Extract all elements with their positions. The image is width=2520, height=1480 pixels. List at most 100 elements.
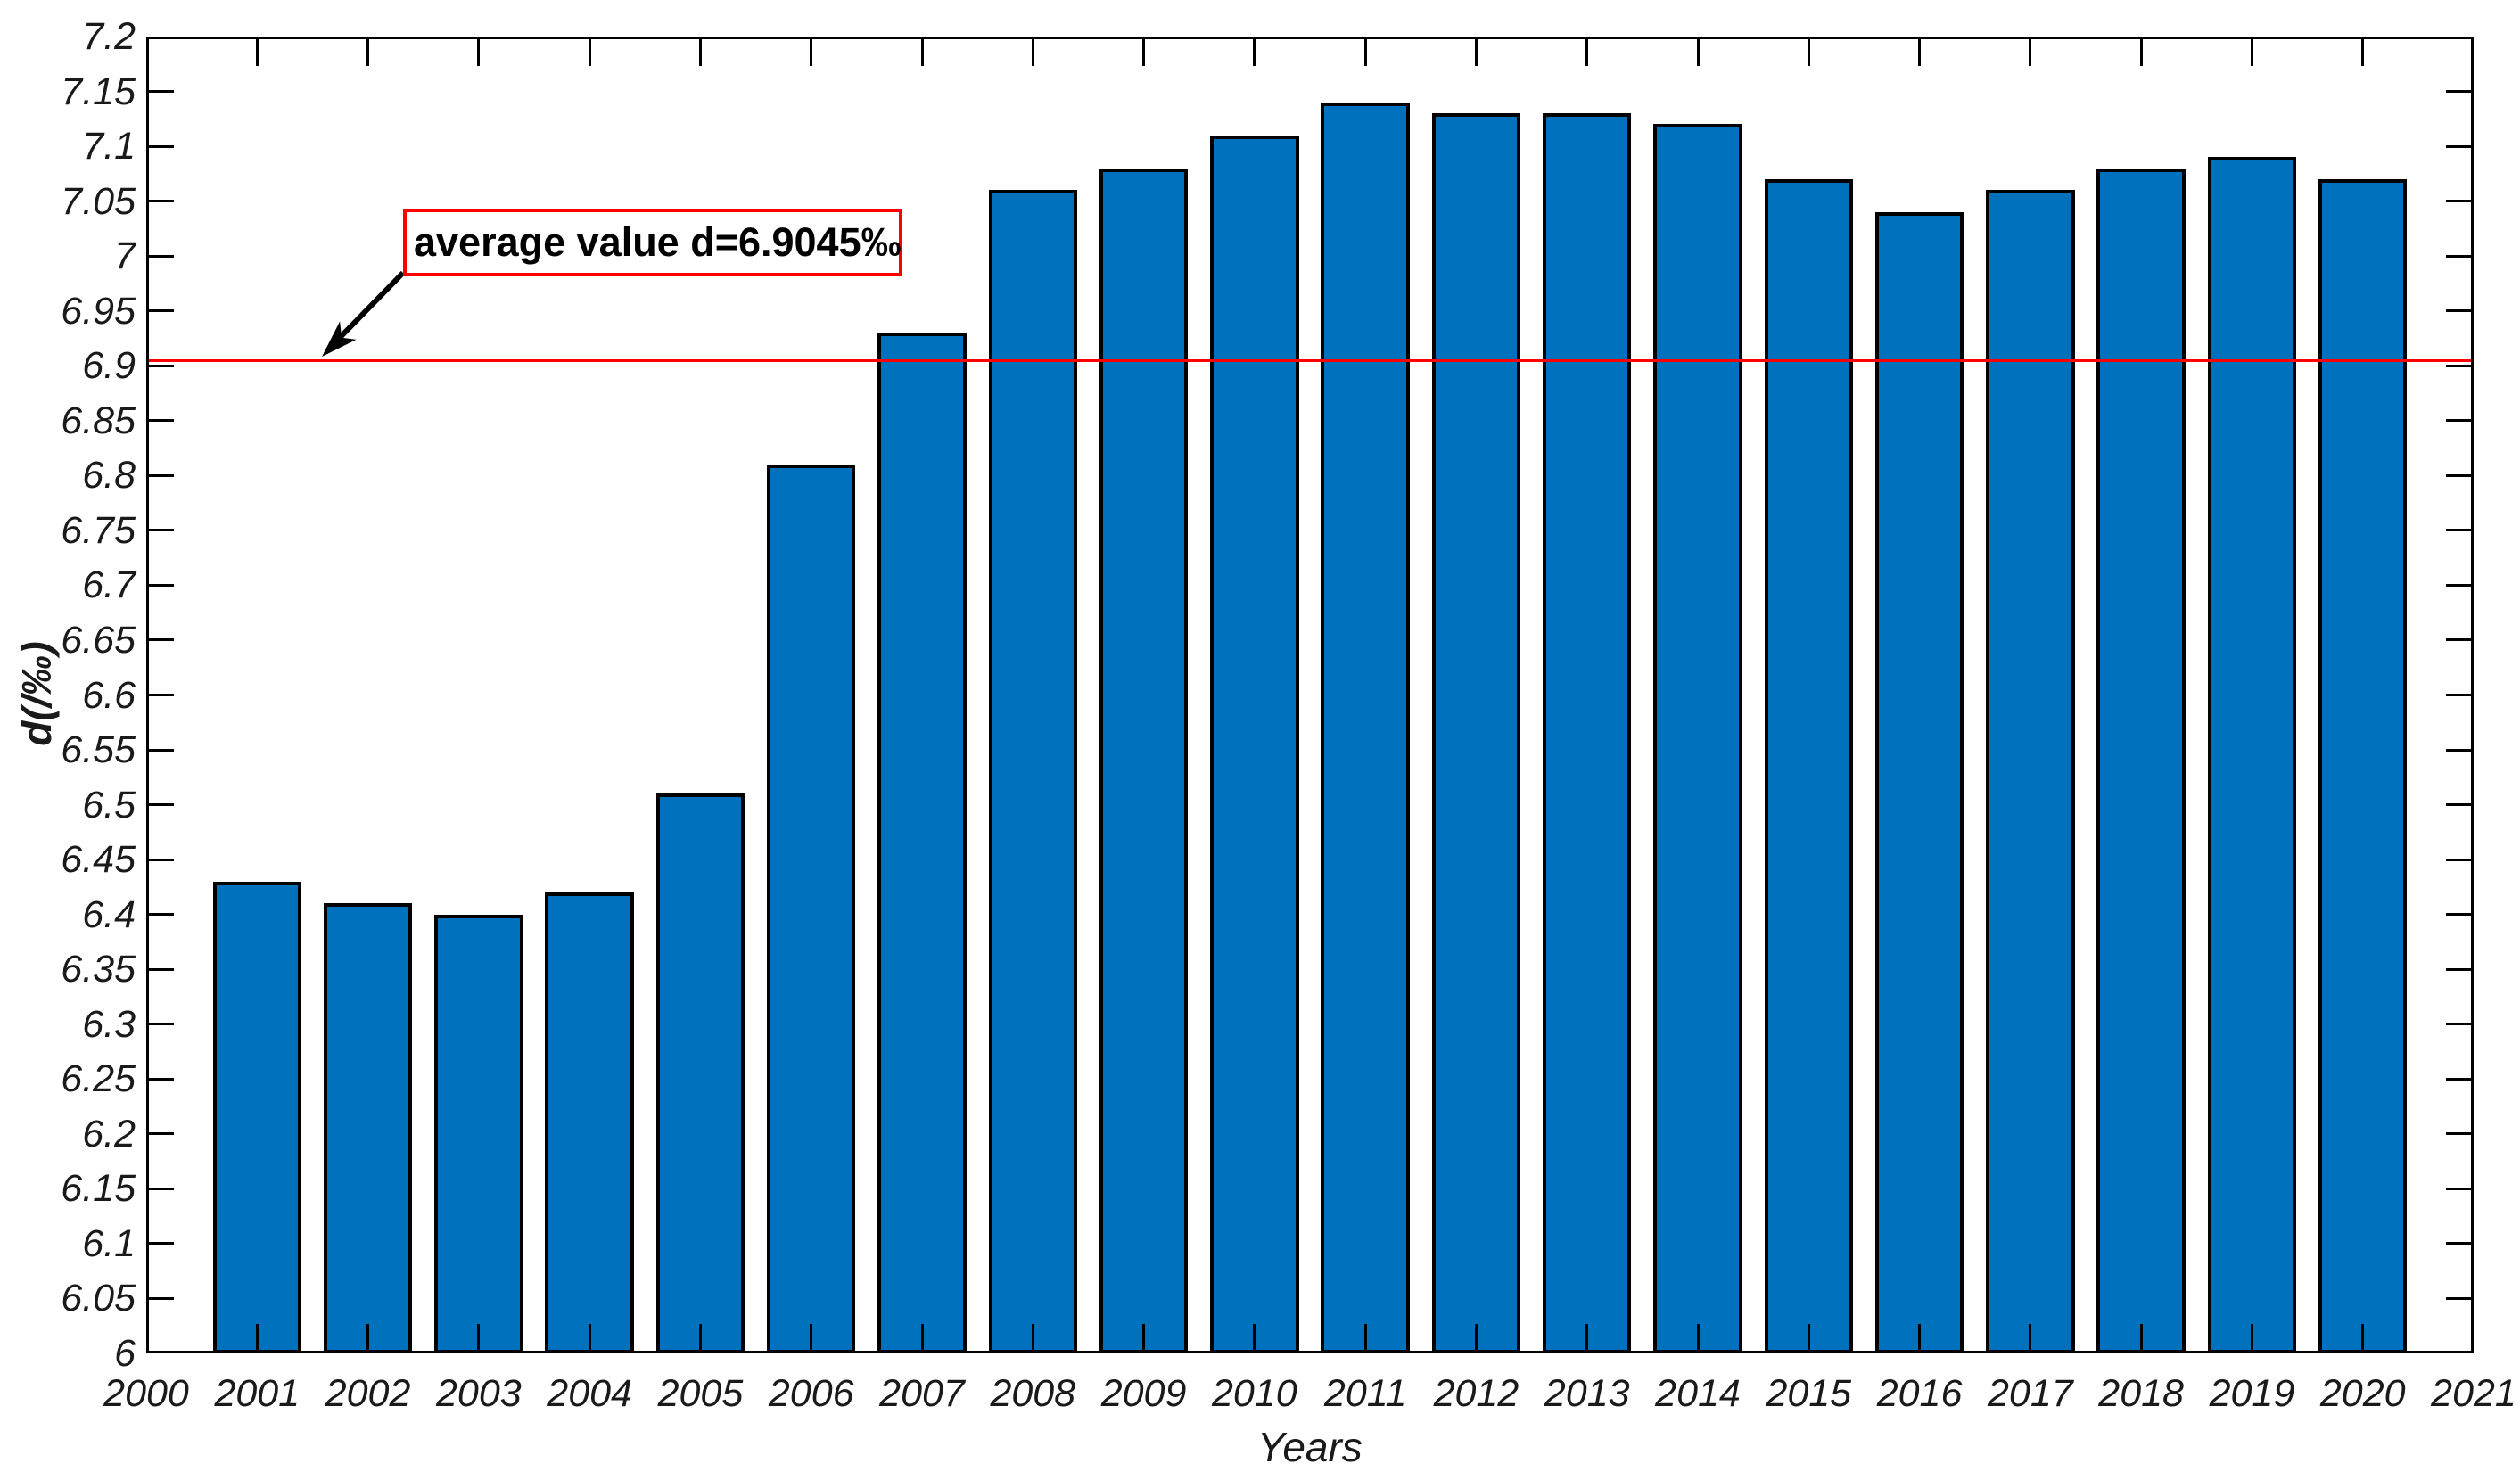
bar-2018 (2096, 168, 2186, 1353)
y-tick-label: 6.25 (61, 1057, 136, 1101)
axis-tick (255, 39, 259, 66)
axis-tick (2361, 39, 2365, 66)
axis-tick (2446, 200, 2471, 203)
y-tick-label: 6.05 (61, 1277, 136, 1320)
y-tick-label: 6.8 (82, 454, 136, 497)
y-tick-label: 6.5 (82, 783, 136, 826)
axis-tick (149, 473, 174, 477)
axis-tick (2446, 694, 2471, 696)
axis-tick (2446, 583, 2471, 587)
axis-tick (2446, 309, 2471, 313)
y-tick-label: 6.7 (82, 563, 136, 607)
y-tick-label: 7.15 (61, 70, 136, 113)
axis-tick (149, 364, 174, 367)
bar-2002 (323, 903, 413, 1353)
annotation-arrow-head (322, 321, 357, 357)
x-tick-label: 2021 (2431, 1372, 2516, 1415)
bar-2004 (545, 892, 634, 1353)
axis-tick (2446, 419, 2471, 423)
axis-tick (149, 1187, 174, 1190)
axis-tick (810, 39, 813, 66)
y-tick-label: 7.2 (82, 15, 136, 58)
axis-tick (149, 967, 174, 971)
y-tick-label: 7 (114, 234, 136, 278)
y-tick-label: 6 (114, 1332, 136, 1375)
axis-tick (149, 254, 174, 258)
x-tick-label: 2020 (2319, 1372, 2406, 1415)
axis-tick (2446, 144, 2471, 148)
axis-tick (1142, 39, 1146, 66)
y-tick-label: 6.6 (82, 673, 136, 717)
x-tick-label: 2002 (325, 1372, 411, 1415)
axis-tick (149, 803, 174, 807)
bar-2010 (1210, 135, 1299, 1353)
annotation-arrow-line (329, 270, 406, 349)
x-tick-label: 2018 (2098, 1372, 2184, 1415)
bar-2008 (988, 190, 1077, 1353)
axis-tick (2139, 39, 2143, 66)
axis-tick (2029, 39, 2032, 66)
x-tick-label: 2007 (879, 1372, 965, 1415)
y-tick-label: 6.4 (82, 892, 136, 936)
axis-tick (2029, 1324, 2032, 1351)
axis-tick (1918, 1324, 1922, 1351)
y-tick-label: 6.1 (82, 1221, 136, 1265)
axis-tick (149, 90, 174, 94)
x-tick-label: 2004 (547, 1372, 632, 1415)
axis-tick (1253, 39, 1256, 66)
axis-tick (2446, 254, 2471, 258)
axis-tick (149, 1296, 174, 1300)
y-tick-label: 6.65 (61, 618, 136, 662)
axis-tick (149, 1132, 174, 1136)
axis-tick (1031, 1324, 1034, 1351)
x-axis-title: Years (1257, 1424, 1363, 1470)
bar-2019 (2207, 157, 2297, 1353)
axis-tick (2446, 638, 2471, 642)
x-tick-label: 2012 (1433, 1372, 1519, 1415)
axis-tick (149, 144, 174, 148)
axis-tick (2446, 1242, 2471, 1246)
axis-tick (2250, 39, 2253, 66)
axis-tick (588, 39, 591, 66)
x-tick-label: 2000 (103, 1372, 189, 1415)
axis-tick (2446, 1023, 2471, 1026)
axis-tick (149, 638, 174, 642)
axis-tick (698, 39, 702, 66)
axis-tick (366, 39, 370, 66)
x-tick-label: 2008 (990, 1372, 1076, 1415)
y-tick-label: 7.1 (82, 125, 136, 169)
axis-tick (255, 1324, 259, 1351)
axis-tick (2250, 1324, 2253, 1351)
axis-tick (920, 39, 924, 66)
axis-tick (2446, 364, 2471, 367)
axis-tick (588, 1324, 591, 1351)
axis-tick (2446, 913, 2471, 917)
x-tick-label: 2010 (1212, 1372, 1297, 1415)
axis-tick (698, 1324, 702, 1351)
axis-tick (2446, 1077, 2471, 1081)
bar-2013 (1543, 113, 1632, 1353)
bar-2016 (1874, 211, 1964, 1353)
bar-2001 (212, 881, 301, 1353)
y-tick-label: 6.75 (61, 508, 136, 552)
y-tick-label: 6.3 (82, 1002, 136, 1046)
axis-tick (2446, 1132, 2471, 1136)
axis-tick (1807, 39, 1810, 66)
axis-tick (2446, 1187, 2471, 1190)
axis-tick (149, 419, 174, 423)
axis-tick (477, 1324, 481, 1351)
axis-tick (1363, 39, 1367, 66)
axis-tick (149, 583, 174, 587)
axis-tick (477, 39, 481, 66)
x-tick-label: 2016 (1876, 1372, 1963, 1415)
bar-2006 (767, 465, 856, 1353)
axis-tick (2446, 473, 2471, 477)
axis-tick (1696, 1324, 1700, 1351)
axis-tick (1585, 1324, 1589, 1351)
annotation-text: average value d=6.9045‰ (414, 219, 902, 265)
axis-tick (2446, 1296, 2471, 1300)
axis-tick (1807, 1324, 1810, 1351)
